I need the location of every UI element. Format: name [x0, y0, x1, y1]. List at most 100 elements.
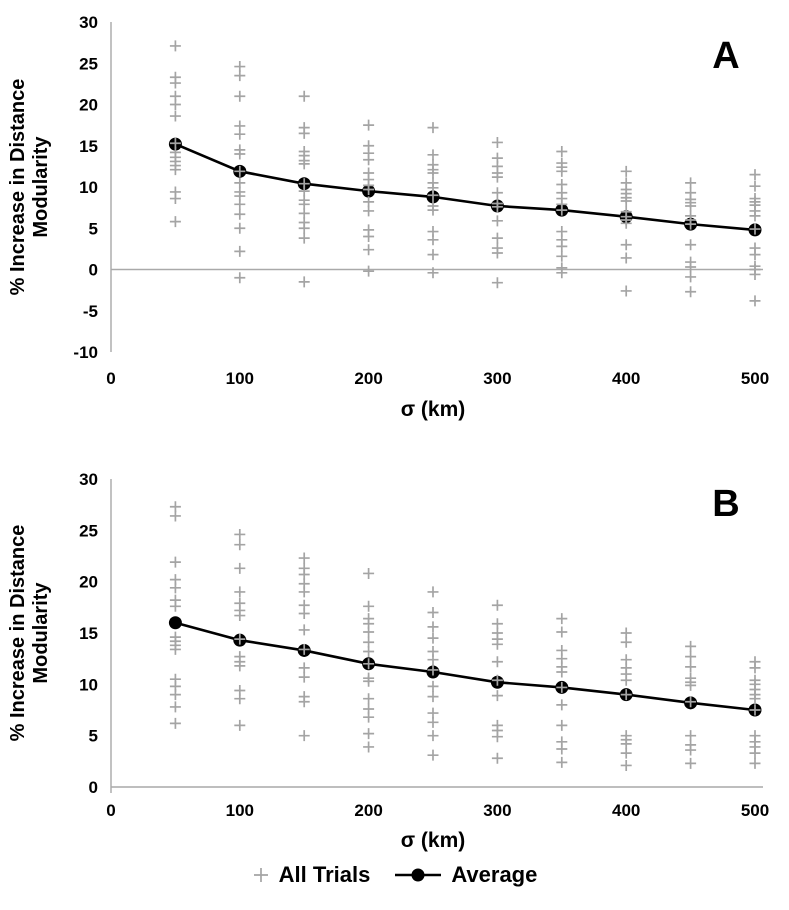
trial-point [169, 164, 181, 176]
trial-point [169, 77, 181, 89]
trial-point [620, 747, 632, 759]
trial-point [427, 586, 439, 598]
trial-point [363, 205, 375, 217]
trial-point [298, 662, 310, 674]
trial-point [234, 719, 246, 731]
trial-point [298, 568, 310, 580]
trial-point [491, 656, 503, 668]
y-tick-label: 15 [79, 137, 98, 156]
x-tick-label: 300 [483, 801, 511, 820]
x-tick-label: 200 [354, 801, 382, 820]
trial-point [685, 218, 697, 230]
legend: All Trials Average [0, 862, 789, 888]
x-tick-label: 0 [106, 369, 115, 388]
trial-point [298, 586, 310, 598]
x-axis-title: σ (km) [401, 398, 466, 421]
trial-point [685, 679, 697, 691]
trial-point [556, 666, 568, 678]
y-tick-label: 25 [79, 521, 98, 540]
trial-point [427, 249, 439, 261]
trial-point [620, 285, 632, 297]
y-axis-title-line: % Increase in Distance [7, 79, 29, 296]
trial-point [363, 183, 375, 195]
trial-point [363, 675, 375, 687]
y-tick-label: 10 [79, 675, 98, 694]
trial-point [234, 165, 246, 177]
trial-point [234, 562, 246, 574]
trial-point [298, 552, 310, 564]
trial-point [298, 643, 310, 655]
trial-point [556, 240, 568, 252]
trial-point [491, 187, 503, 199]
trial-point [427, 606, 439, 618]
trial-point [234, 222, 246, 234]
trial-point [427, 267, 439, 279]
trial-point [427, 204, 439, 216]
x-tick-label: 0 [106, 801, 115, 820]
trial-point [427, 189, 439, 201]
x-axis-title: σ (km) [401, 829, 466, 852]
trial-point [169, 99, 181, 110]
trial-point [749, 223, 761, 235]
trial-point [234, 128, 246, 140]
trial-point [234, 693, 246, 705]
trial-point [749, 704, 761, 716]
trial-point [169, 510, 181, 522]
trial-point [363, 636, 375, 648]
trial-point [234, 528, 246, 540]
y-tick-label: 15 [79, 624, 98, 643]
trial-point [169, 556, 181, 568]
trial-point [169, 701, 181, 713]
trial-point [363, 154, 375, 166]
trial-point [427, 654, 439, 666]
trial-point [169, 643, 181, 655]
trial-point [685, 200, 697, 212]
trial-point [363, 567, 375, 579]
trial-point [298, 671, 310, 683]
trial-point [427, 149, 439, 161]
x-tick-label: 300 [483, 369, 511, 388]
trial-point [685, 661, 697, 673]
trial-point [234, 208, 246, 220]
y-tick-label: 0 [89, 261, 98, 280]
trial-point [298, 730, 310, 742]
trial-point [169, 40, 181, 52]
trial-point [620, 636, 632, 648]
trial-point [749, 295, 761, 307]
trial-point [491, 215, 503, 227]
trial-point [169, 600, 181, 612]
trial-point [749, 249, 761, 261]
trial-point [685, 696, 697, 708]
legend-average-label: Average [451, 862, 538, 887]
trial-point [298, 127, 310, 139]
trial-point [685, 651, 697, 663]
trial-point [169, 582, 181, 594]
trial-point [749, 169, 761, 181]
trial-point [685, 744, 697, 756]
y-tick-label: 30 [79, 13, 98, 32]
trial-point [427, 749, 439, 761]
trial-point [749, 693, 761, 705]
trial-point [363, 600, 375, 612]
trial-point [556, 250, 568, 262]
trial-point [427, 730, 439, 742]
trial-point [556, 204, 568, 216]
trial-point [749, 210, 761, 222]
trial-point [620, 165, 632, 177]
trial-point [749, 268, 761, 280]
trial-point [427, 234, 439, 246]
trial-point [556, 756, 568, 768]
trial-point [234, 272, 246, 284]
y-tick-label: 5 [89, 219, 98, 238]
trial-point [491, 247, 503, 259]
trial-point [298, 222, 310, 234]
trial-point [491, 752, 503, 764]
trial-point [556, 613, 568, 625]
trial-point [427, 716, 439, 728]
trial-point [169, 717, 181, 729]
trial-point [685, 640, 697, 652]
trial-point [685, 177, 697, 189]
x-tick-label: 200 [354, 369, 382, 388]
trial-point [427, 632, 439, 644]
